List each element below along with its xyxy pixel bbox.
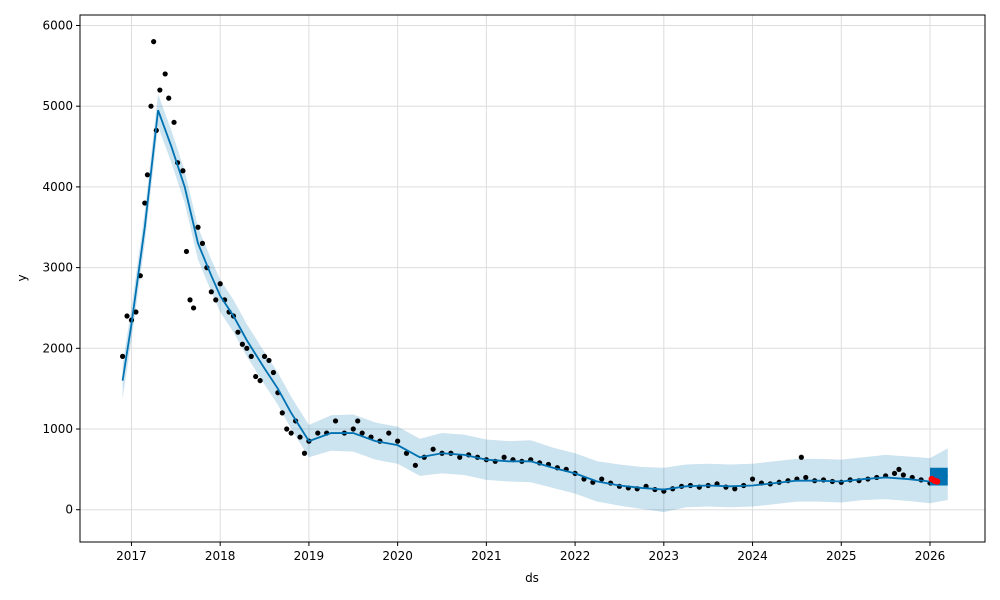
actual-point <box>217 281 223 287</box>
x-axis-label: ds <box>525 571 539 585</box>
actual-point <box>599 476 605 482</box>
actual-point <box>270 369 277 376</box>
actual-point <box>148 103 154 109</box>
grid <box>80 15 985 542</box>
actual-point <box>891 470 898 477</box>
y-tick-label: 4000 <box>42 180 73 194</box>
y-axis-label: y <box>15 274 29 281</box>
actual-point <box>213 297 219 303</box>
highlight-points <box>928 475 941 485</box>
actual-point <box>279 410 285 416</box>
actual-point <box>151 39 157 45</box>
actual-point <box>288 430 294 436</box>
actual-points <box>119 39 933 494</box>
actual-point <box>235 329 241 335</box>
actual-point <box>284 426 290 432</box>
actual-point <box>457 454 463 460</box>
actual-point <box>403 450 410 456</box>
x-tick-label: 2017 <box>116 549 147 563</box>
actual-point <box>749 476 756 482</box>
actual-point <box>171 119 177 125</box>
actual-point <box>180 168 186 174</box>
y-tick-label: 2000 <box>42 341 73 355</box>
actual-point <box>261 353 268 359</box>
actual-point <box>162 71 168 77</box>
actual-point <box>798 454 804 460</box>
actual-point <box>332 418 339 424</box>
y-tick-label: 5000 <box>42 99 73 113</box>
actual-point <box>350 426 356 432</box>
y-tick-label: 3000 <box>42 261 73 275</box>
x-tick-label: 2019 <box>294 549 325 563</box>
actual-point <box>166 95 172 101</box>
x-tick-label: 2024 <box>737 549 768 563</box>
actual-point <box>355 418 361 424</box>
actual-point <box>732 486 738 492</box>
actual-point <box>297 434 303 440</box>
actual-point <box>199 240 206 246</box>
actual-point <box>412 462 418 468</box>
ticks: 2017 2018 2019 2020 2021 2022 2023 2024 2025 2026… <box>42 18 945 563</box>
actual-point <box>266 357 272 364</box>
yhat-line <box>121 109 949 491</box>
actual-point <box>144 172 151 178</box>
x-tick-label: 2021 <box>471 549 502 563</box>
actual-point <box>208 289 214 295</box>
actual-point <box>257 377 263 384</box>
x-tick-label: 2022 <box>560 549 591 563</box>
actual-point <box>244 345 250 351</box>
y-tick-label: 0 <box>65 503 73 517</box>
actual-point <box>395 438 401 444</box>
actual-point <box>386 430 392 436</box>
x-tick-label: 2025 <box>826 549 857 563</box>
actual-point <box>315 430 321 436</box>
actual-point <box>239 341 245 347</box>
actual-point <box>248 353 254 359</box>
actual-point <box>157 87 163 93</box>
actual-point <box>183 248 190 255</box>
actual-point <box>896 466 902 472</box>
x-tick-label: 2018 <box>205 549 236 563</box>
y-tick-label: 6000 <box>42 18 73 32</box>
actual-point <box>187 297 193 303</box>
highlight-point <box>933 478 941 485</box>
y-tick-label: 1000 <box>42 422 73 436</box>
actual-point <box>119 353 126 359</box>
x-tick-label: 2026 <box>915 549 946 563</box>
actual-point <box>195 224 201 230</box>
actual-point <box>803 474 809 481</box>
plot-frame <box>79 14 986 543</box>
actual-point <box>900 472 906 478</box>
x-tick-label: 2020 <box>382 549 413 563</box>
actual-point <box>430 446 436 452</box>
actual-point <box>301 450 308 456</box>
actual-point <box>124 313 130 319</box>
uncertainty-band-area <box>122 94 948 513</box>
actual-point <box>253 373 259 380</box>
actual-point <box>501 454 507 460</box>
uncertainty-band <box>122 94 948 513</box>
actual-point <box>133 309 139 315</box>
actual-point <box>190 305 197 311</box>
x-tick-label: 2023 <box>649 549 680 563</box>
forecast-line <box>121 109 949 491</box>
actual-point <box>142 200 148 206</box>
actual-point <box>359 430 365 436</box>
